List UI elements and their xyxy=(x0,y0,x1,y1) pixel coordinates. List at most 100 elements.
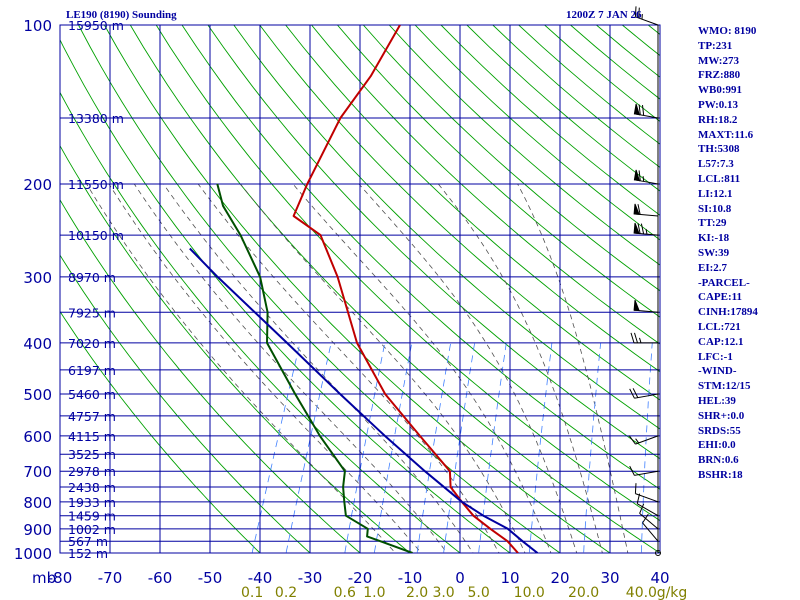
dry-adiabat-line xyxy=(337,25,660,318)
mixing-ratio-label: 20.0 xyxy=(568,585,599,600)
pressure-tick-label: 700 xyxy=(23,463,52,481)
index-item: BRN:0.6 xyxy=(698,454,739,467)
stability-indices-panel: WMO: 8190 TP:231 MW:273 FRZ:880 WB0:991 PW:0.… xyxy=(698,24,758,483)
temperature-tick-label: 20 xyxy=(550,569,569,587)
index-item: L57:7.3 xyxy=(698,158,734,171)
moist-adiabat-line xyxy=(358,183,578,553)
grid-lines xyxy=(59,24,661,554)
wind-barb xyxy=(634,483,659,503)
index-item: -PARCEL- xyxy=(698,276,750,289)
moist-adiabat-line xyxy=(163,183,474,553)
temperature-tick-label: -80 xyxy=(48,569,73,587)
index-item: SHR+:0.0 xyxy=(698,409,745,422)
mixing-ratio-label: 2.0 xyxy=(406,585,428,600)
dry-adiabat-line xyxy=(285,25,660,373)
mixing-ratio-line xyxy=(416,342,452,553)
index-item: PW:0.13 xyxy=(698,98,739,111)
dry-adiabat-line xyxy=(778,25,800,564)
station-title: LE190 (8190) Sounding xyxy=(66,9,177,21)
height-label: 7925 m xyxy=(68,305,116,320)
temperature-tick-label: -50 xyxy=(198,569,223,587)
mixing-ratio-label: 0.2 xyxy=(275,585,297,600)
index-item: STM:12/15 xyxy=(698,380,751,393)
dry-adiabat-line xyxy=(752,25,800,564)
height-label: 11550 m xyxy=(68,177,124,192)
mixing-ratio-line xyxy=(583,342,602,553)
wind-barb xyxy=(639,503,659,530)
mixing-ratio-line xyxy=(528,342,553,553)
height-label: 152 m xyxy=(68,546,108,561)
index-item: RH:18.2 xyxy=(698,113,738,126)
index-item: BSHR:18 xyxy=(698,468,743,481)
pressure-tick-label: 300 xyxy=(23,269,52,287)
wind-barb-pennant xyxy=(633,222,640,235)
index-item: SW:39 xyxy=(698,246,730,259)
height-label: 2438 m xyxy=(68,480,116,495)
pressure-tick-label: 1000 xyxy=(14,545,52,563)
height-label: 3525 m xyxy=(68,447,116,462)
y-axis-unit: mb xyxy=(32,569,56,587)
wind-barb xyxy=(634,223,659,236)
dry-adiabats xyxy=(60,25,800,564)
calm-wind-circle xyxy=(655,550,661,556)
mixing-ratio-label: 10.0 xyxy=(514,585,545,600)
temperature-tick-label: 0 xyxy=(455,569,465,587)
temperature-tick-label: 40 xyxy=(650,569,669,587)
height-label: 8970 m xyxy=(68,270,116,285)
height-label: 15950 m xyxy=(68,18,124,33)
wind-barb xyxy=(629,465,659,476)
mixing-ratio-line xyxy=(640,342,653,553)
wind-barb-pennant xyxy=(633,169,641,182)
dry-adiabat-line xyxy=(60,38,511,553)
height-label: 1459 m xyxy=(68,509,116,524)
dry-adiabat-line xyxy=(78,25,561,553)
moist-adiabat-line xyxy=(292,183,552,553)
index-item: EI:2.7 xyxy=(698,261,728,274)
wind-barb-pennant xyxy=(633,103,641,116)
mixing-ratio-line xyxy=(344,342,386,553)
pressure-tick-label: 600 xyxy=(23,428,52,446)
mixing-ratio-line xyxy=(251,342,301,553)
index-item: LCL:811 xyxy=(698,172,741,185)
index-item: KI:-18 xyxy=(698,232,730,245)
index-item: LI:12.1 xyxy=(698,187,733,200)
index-item: TH:5308 xyxy=(698,143,740,156)
pressure-tick-label: 500 xyxy=(23,386,52,404)
mixing-ratio-label: 0.6 xyxy=(334,585,356,600)
temperature-tick-label: 30 xyxy=(600,569,619,587)
dry-adiabat-line xyxy=(362,25,660,292)
index-item: CINH:17894 xyxy=(698,306,758,319)
height-label: 5460 m xyxy=(68,387,116,402)
index-item: HEL:39 xyxy=(698,394,736,407)
moist-adiabat-line xyxy=(133,183,448,553)
height-label: 1002 m xyxy=(68,522,116,537)
wind-barb xyxy=(628,435,659,445)
index-item: CAPE:11 xyxy=(698,291,742,304)
wind-barb-pennant xyxy=(633,300,640,312)
temperature-tick-label: -20 xyxy=(348,569,373,587)
wind-barbs xyxy=(628,6,661,556)
moist-adiabat-line xyxy=(437,183,603,553)
mixing-ratio-unit: g/kg xyxy=(657,585,688,600)
height-label: 10150 m xyxy=(68,228,124,243)
plot-frame xyxy=(59,24,661,554)
mixing-ratio-label: 1.0 xyxy=(363,585,385,600)
dry-adiabat-line xyxy=(233,25,660,430)
moist-adiabat-line xyxy=(517,183,629,553)
height-label: 13380 m xyxy=(68,111,124,126)
index-item: TT:29 xyxy=(698,217,727,230)
height-label: 2978 m xyxy=(68,464,116,479)
mixing-ratio-label: 3.0 xyxy=(432,585,454,600)
index-item: EHI:0.0 xyxy=(698,439,736,452)
wind-barb xyxy=(630,332,659,344)
moist-adiabat-line xyxy=(86,183,396,553)
temperature-tick-label: -10 xyxy=(398,569,423,587)
moist-adiabats xyxy=(86,183,629,553)
wind-barb xyxy=(629,388,659,399)
dry-adiabat-line xyxy=(60,254,311,553)
dewpoint-profile-line xyxy=(216,183,413,553)
pressure-tick-label: 400 xyxy=(23,335,52,353)
height-label: 7020 m xyxy=(68,336,116,351)
